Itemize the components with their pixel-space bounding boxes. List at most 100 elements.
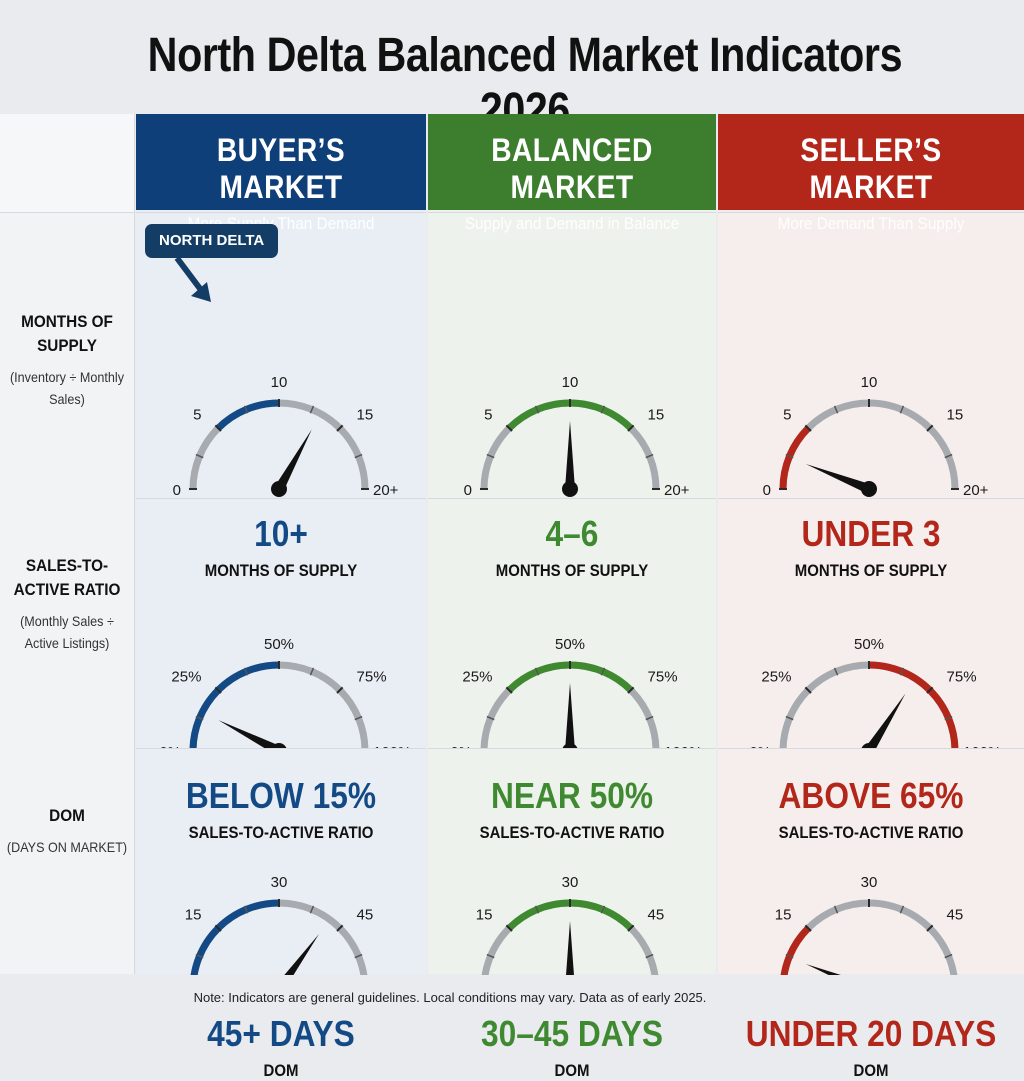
gauge-tick-label: 10 <box>861 374 878 391</box>
gauge: 0% 25% 50% 75% 100% <box>749 636 1001 749</box>
gauge-track <box>779 399 959 490</box>
gauge-band <box>189 661 280 749</box>
indicator-value: UNDER 3 <box>801 513 941 554</box>
indicator-cell: 0% 25% 50% 75% 100% ABOVE 65% SALES-TO-ACTIVE … <box>718 498 1024 842</box>
gauge-hub <box>562 743 578 749</box>
gauge-tick-label: 15 <box>648 406 665 423</box>
indicator-cell: 0 5 10 15 20+ UNDER 3 MONTHS OF SUPPLY <box>718 212 1024 580</box>
gauge-tick <box>833 905 839 914</box>
gauge-tick <box>944 715 953 721</box>
indicator-caption: SALES-TO-ACTIVE RATIO <box>778 823 964 842</box>
gauge-tick <box>534 905 540 914</box>
gauge-tick <box>214 424 222 432</box>
indicator-value: 45+ DAYS <box>207 1013 355 1054</box>
gauge-band <box>215 399 280 431</box>
gauge-tick-label: 0% <box>749 744 771 749</box>
gauge-tick-label: 0 <box>173 482 181 499</box>
gauge-tick <box>804 924 812 932</box>
gauge: 015304560+ <box>775 874 963 975</box>
gauge-tick <box>785 715 794 721</box>
indicator-caption: DOM <box>263 1061 299 1080</box>
gauge-tick-label: 100% <box>963 744 1001 749</box>
gauge-tick <box>926 686 934 694</box>
gauge-tick <box>195 953 204 959</box>
row-labels: MONTHS OF SUPPLY (Inventory ÷ Monthly Sa… <box>0 114 135 974</box>
indicator-value: BELOW 15% <box>185 775 377 816</box>
column-header: BUYER’S MARKET More Supply Than Demand <box>136 114 426 233</box>
row-label-title: SALES-TO-ACTIVE RATIO <box>13 556 121 599</box>
gauge-tick-label: 50% <box>854 636 884 653</box>
gauge-track <box>189 661 369 749</box>
column-balanced-market: BALANCED MARKET Supply and Demand in Bala… <box>428 114 716 1080</box>
gauge-tick <box>354 453 363 459</box>
row-label-subtitle: (Monthly Sales ÷ Active Listings) <box>20 613 114 651</box>
gauge-hub <box>861 481 877 497</box>
gauge-tick <box>600 905 606 914</box>
gauge-tick-label: 75% <box>947 668 977 685</box>
column-header: BALANCED MARKET Supply and Demand in Bala… <box>428 114 716 233</box>
gauge-tick <box>336 924 344 932</box>
column-title: SELLER’S MARKET <box>800 132 942 205</box>
gauge-tick <box>833 405 839 414</box>
footnote: Note: Indicators are general guidelines.… <box>193 990 707 1005</box>
gauge-hub <box>271 743 287 749</box>
gauge: 0 5 10 15 20+ <box>464 374 690 499</box>
column-subtitle: Supply and Demand in Balance <box>464 214 680 233</box>
page-title: North Delta Balanced Market Indicators 2… <box>147 29 903 137</box>
indicator-value: ABOVE 65% <box>778 775 964 816</box>
gauge-tick-label: 0% <box>450 744 472 749</box>
indicator-caption: DOM <box>853 1061 889 1080</box>
gauge-tick-label: 5 <box>193 406 201 423</box>
gauge-tick <box>899 905 905 914</box>
indicator-caption: SALES-TO-ACTIVE RATIO <box>479 823 665 842</box>
column-subtitle: More Demand Than Supply <box>777 214 965 233</box>
gauge-tick <box>785 953 794 959</box>
row-label-subtitle: (DAYS ON MARKET) <box>6 839 128 855</box>
gauge-track <box>780 899 958 975</box>
gauge-tick-label: 100% <box>664 744 702 749</box>
gauge-tick <box>627 686 635 694</box>
row-label-months-of-supply: MONTHS OF SUPPLY (Inventory ÷ Monthly Sa… <box>0 310 134 410</box>
gauge-tick <box>486 453 495 459</box>
gauge-tick-label: 15 <box>357 406 374 423</box>
column-sellers-market: SELLER’S MARKET More Demand Than Supply 0 5… <box>718 114 1024 1080</box>
gauge-tick <box>645 715 654 721</box>
gauge-tick <box>243 667 249 676</box>
gauge-tick-label: 0 <box>763 482 771 499</box>
gauge-tick-label: 0 <box>464 482 472 499</box>
indicator-value: 30–45 DAYS <box>480 1013 663 1054</box>
gauge-tick <box>336 424 344 432</box>
gauge-tick <box>505 424 513 432</box>
gauge-tick-label: 75% <box>648 668 678 685</box>
gauge-tick-label: 45 <box>648 906 665 923</box>
gauge-tick <box>195 715 204 721</box>
gauge-tick <box>645 953 654 959</box>
gauge-tick-label: 0% <box>159 744 181 749</box>
gauge-band <box>190 899 280 975</box>
indicator-caption: MONTHS OF SUPPLY <box>495 561 649 580</box>
gauge-tick <box>534 667 540 676</box>
gauge-tick-label: 15 <box>775 906 792 923</box>
gauge-tick <box>195 453 204 459</box>
indicator-caption: MONTHS OF SUPPLY <box>204 561 358 580</box>
gauge-tick <box>309 905 315 914</box>
indicator-value: NEAR 50% <box>491 775 653 816</box>
indicator-value: 4–6 <box>545 513 599 554</box>
gauge-tick <box>600 667 606 676</box>
gauge-needle <box>805 964 841 975</box>
gauge-tick-label: 45 <box>357 906 374 923</box>
gauge-tick <box>505 924 513 932</box>
gauge-tick <box>645 453 654 459</box>
gauge-tick <box>486 953 495 959</box>
indicator-grid: MONTHS OF SUPPLY (Inventory ÷ Monthly Sa… <box>0 114 1024 1080</box>
gauge-needle <box>565 683 575 749</box>
gauge-tick-label: 10 <box>562 374 579 391</box>
gauge-tick-label: 15 <box>947 406 964 423</box>
gauge-tick <box>899 667 905 676</box>
gauge-tick <box>926 424 934 432</box>
gauge-tick <box>899 405 905 414</box>
gauge: 0% 25% 50% 75% 100% <box>159 636 411 749</box>
gauge-tick <box>627 924 635 932</box>
gauge-tick-label: 5 <box>484 406 492 423</box>
